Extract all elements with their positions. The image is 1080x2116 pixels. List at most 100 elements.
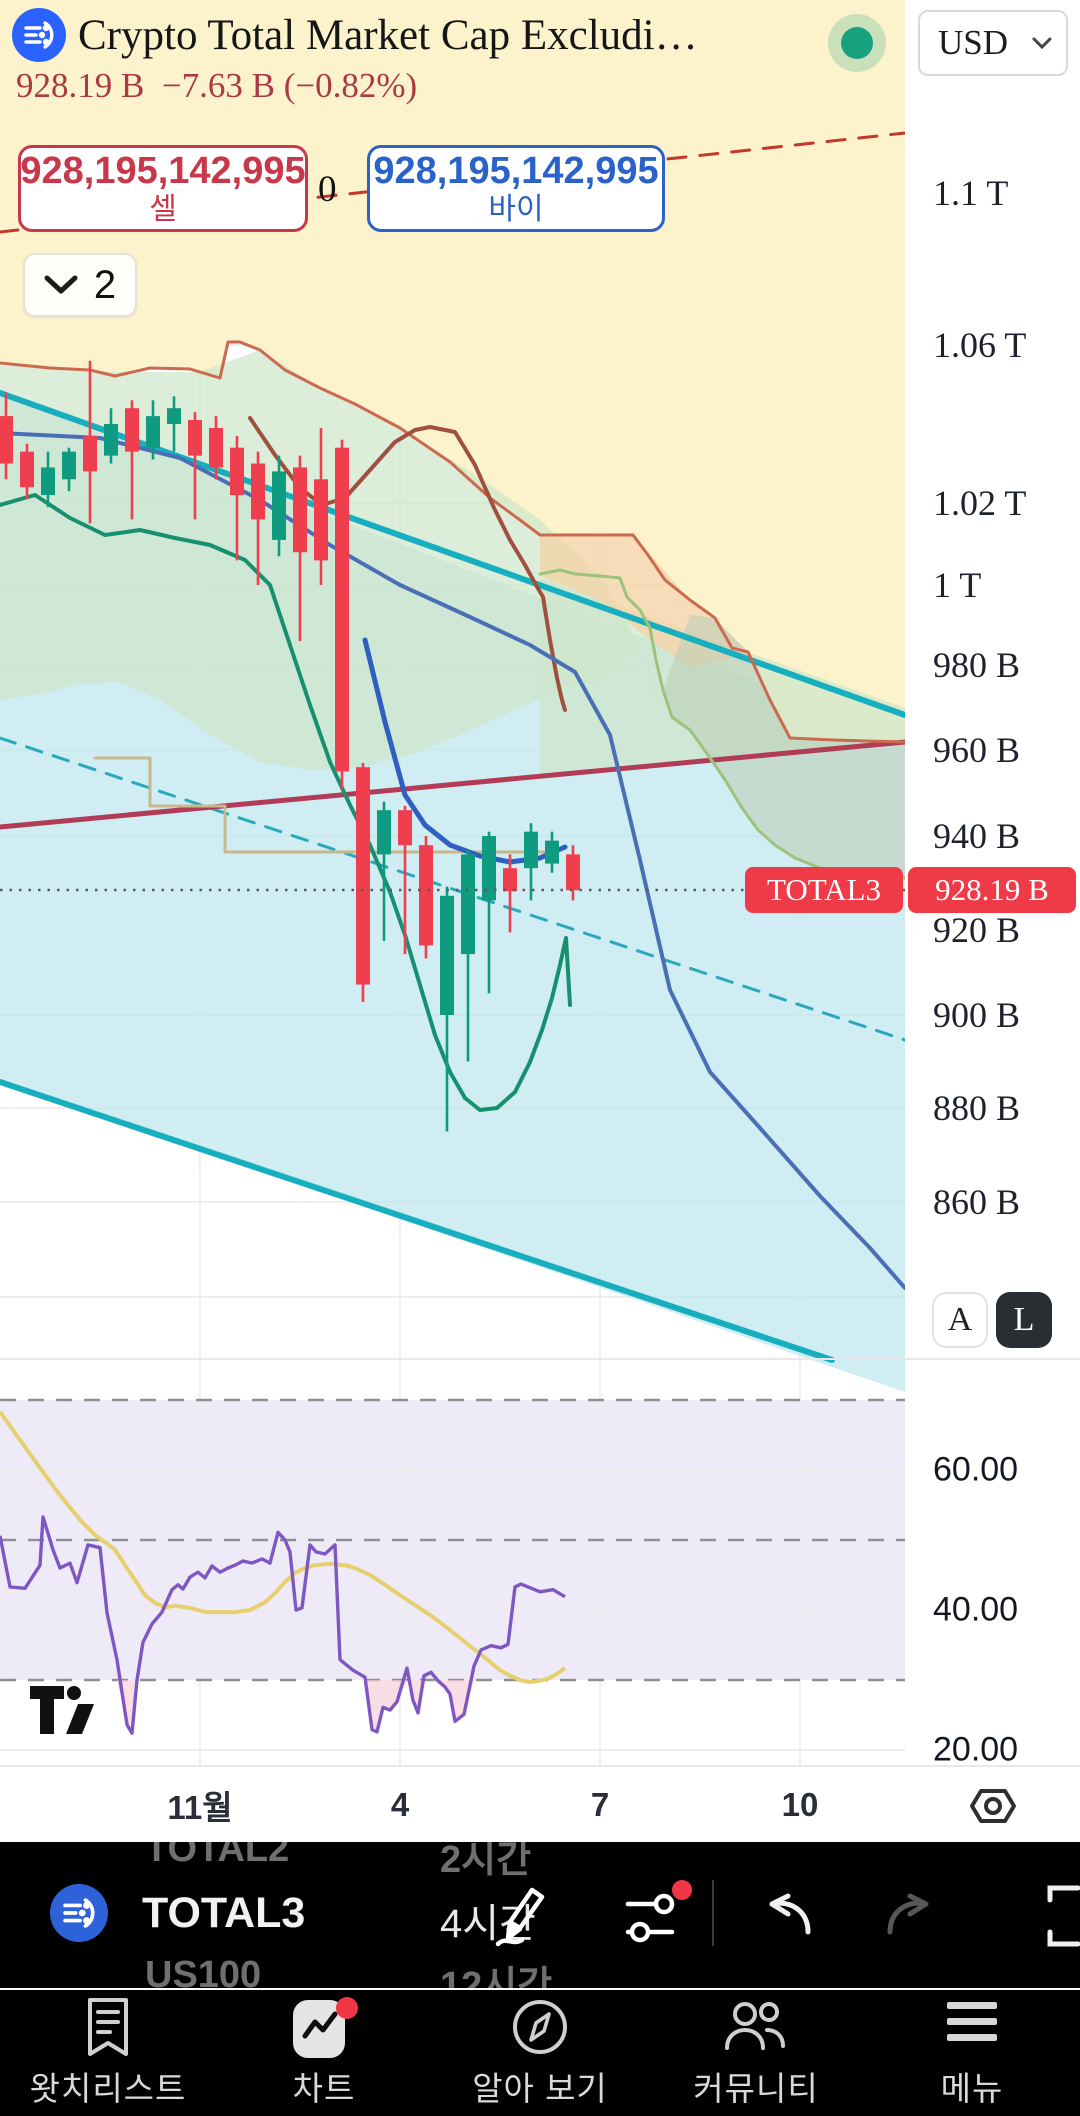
indicator-axis-label: 20.00: [933, 1730, 1019, 1769]
price-axis-label: 940 B: [933, 816, 1021, 856]
nav-label: 메뉴: [940, 2070, 1004, 2107]
candle: [188, 412, 202, 520]
draw-icon[interactable]: [488, 1878, 552, 1950]
price-badge-symbol: TOTAL3: [745, 867, 903, 913]
redo-icon[interactable]: [876, 1886, 940, 1946]
candle: [461, 849, 475, 1062]
chart-icon: [216, 1996, 432, 2060]
nav-item-explore[interactable]: 알아 보기: [432, 1990, 648, 2116]
trendline-zero-label: 0: [318, 169, 337, 210]
candle: [398, 805, 412, 955]
price-axis-label: 1.1 T: [933, 173, 1009, 213]
price-axis-label: 880 B: [933, 1088, 1021, 1128]
candle: [272, 455, 286, 557]
candle: [566, 845, 580, 901]
candle: [41, 451, 55, 508]
green-ma: [0, 493, 572, 1112]
cyan-channel-mid-dashed: [0, 736, 907, 1042]
candle: [125, 400, 139, 520]
auto-scale-button[interactable]: A: [932, 1292, 988, 1348]
chevron-down-icon: [44, 275, 78, 294]
nav-label: 커뮤니티: [693, 2070, 819, 2107]
crimson-trendline: [0, 739, 908, 830]
candle: [20, 443, 34, 500]
candle: [209, 416, 223, 480]
candle: [62, 447, 76, 492]
rsi-line: [0, 1515, 566, 1735]
market-status-dot: [828, 14, 886, 72]
last-price-row: 928.19 B −7.63 B (−0.82%): [16, 66, 418, 105]
senkou-a-green: [538, 568, 907, 880]
candle: [377, 801, 391, 942]
nav-item-chart[interactable]: 차트: [216, 1990, 432, 2116]
currency-select[interactable]: USD: [918, 10, 1068, 76]
price-chart[interactable]: [0, 0, 908, 1765]
tradingview-logo-icon[interactable]: [30, 1686, 108, 1734]
time-axis-label: 4: [390, 1785, 410, 1823]
indicator-axis-label: 40.00: [933, 1590, 1019, 1629]
indicators-icon[interactable]: [618, 1878, 698, 1954]
price-axis-label: 980 B: [933, 645, 1021, 685]
rsi-ma-line: [0, 1410, 567, 1685]
candle: [524, 823, 538, 901]
nav-label: 차트: [292, 2070, 356, 2107]
price-axis-label: 1 T: [933, 565, 982, 605]
candle: [503, 854, 517, 933]
chart-toolbar: TOTAL2 2시간 TOTAL3 4시간: [0, 1842, 1080, 1988]
candle: [293, 455, 307, 641]
community-icon: [648, 1996, 864, 2060]
panel-divider[interactable]: [0, 1358, 1080, 1360]
time-axis-label: 11월: [167, 1788, 233, 1826]
time-axis[interactable]: 11월 4 7 10: [0, 1767, 1080, 1842]
symbol-title[interactable]: Crypto Total Market Cap Excludi…: [78, 11, 698, 59]
candle: [83, 360, 97, 524]
price-axis-label: 920 B: [933, 910, 1021, 950]
candle: [356, 762, 370, 1002]
current-symbol[interactable]: TOTAL3: [142, 1889, 306, 1937]
candle: [230, 435, 244, 561]
buy-button[interactable]: 928,195,142,995 바이: [367, 145, 665, 232]
candle: [335, 439, 349, 789]
undo-icon[interactable]: [758, 1886, 822, 1946]
nav-label: 알아 보기: [472, 2070, 608, 2107]
nav-label: 왓치리스트: [29, 2070, 187, 2107]
price-axis-label: 1.02 T: [933, 483, 1027, 523]
candle: [314, 427, 328, 585]
price-axis-label: 860 B: [933, 1182, 1021, 1222]
indicator-count: 2: [93, 262, 117, 307]
picker-current-row[interactable]: TOTAL3 4시간: [0, 1878, 1080, 1954]
sell-button[interactable]: 928,195,142,995 셀: [18, 145, 308, 232]
notification-dot: [672, 1880, 692, 1900]
price-axis-label: 960 B: [933, 730, 1021, 770]
currency-value: USD: [938, 23, 1009, 62]
cyan-channel-bottom: [0, 1079, 835, 1363]
indicators-dropdown[interactable]: 2: [23, 253, 137, 317]
timeaxis-divider: [0, 1765, 1080, 1767]
indicator-axis-label: 60.00: [933, 1450, 1019, 1489]
candle: [419, 836, 433, 959]
senkou-b-red: [0, 340, 907, 744]
symbol-logo-icon: [50, 1884, 108, 1942]
candle: [104, 408, 118, 464]
fullscreen-icon[interactable]: [1046, 1882, 1080, 1950]
chevron-down-icon: [1032, 37, 1052, 49]
time-axis-label: 10: [781, 1785, 819, 1823]
candle: [440, 886, 454, 1132]
symbol-logo-icon: [12, 8, 66, 62]
watchlist-icon: [0, 1996, 216, 2060]
price-badge-value: 928.19 B: [908, 867, 1076, 913]
nav-item-menu[interactable]: 메뉴: [864, 1990, 1080, 2116]
menu-icon: [864, 1996, 1080, 2060]
candle: [251, 451, 265, 585]
candle: [167, 396, 181, 452]
nav-item-watchlist[interactable]: 왓치리스트: [0, 1990, 216, 2116]
candle: [0, 392, 13, 480]
nav-item-community[interactable]: 커뮤니티: [648, 1990, 864, 2116]
explore-icon: [432, 1996, 648, 2060]
gear-icon[interactable]: [968, 1781, 1018, 1831]
price-axis-label: 1.06 T: [933, 325, 1027, 365]
log-scale-button[interactable]: L: [996, 1292, 1052, 1348]
candle: [146, 400, 160, 460]
chart-canvas[interactable]: [0, 0, 908, 1765]
